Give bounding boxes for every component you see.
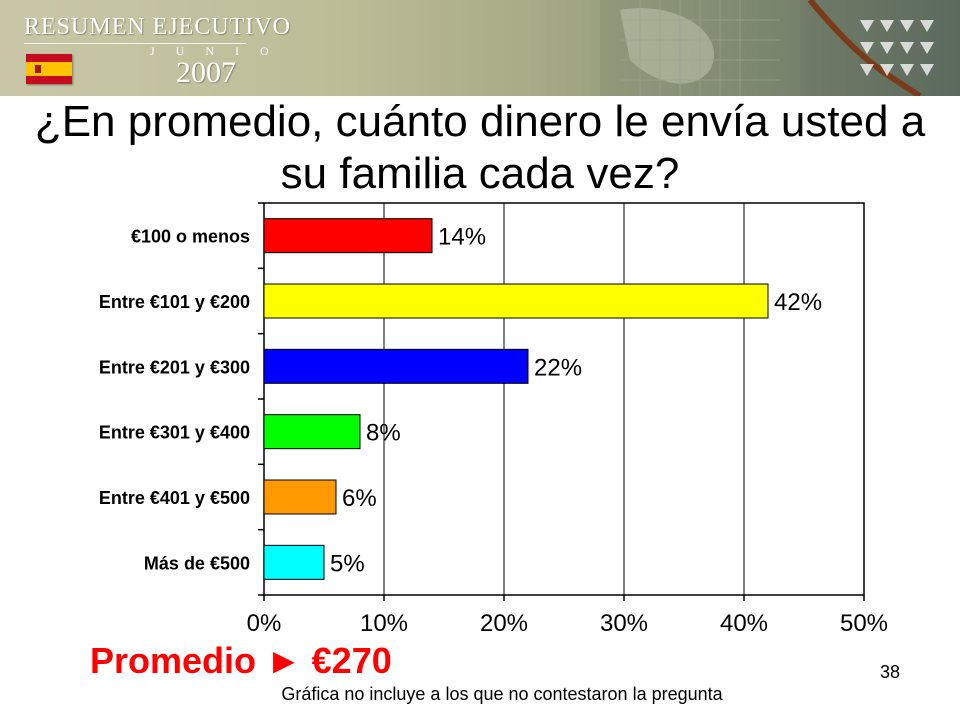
flag-stripe-middle: [26, 62, 72, 76]
bar-chart: 0% 10% 20% 30% 40% 50% €100 o menos 14% Entre €1…: [0, 190, 960, 650]
category-label: Entre €301 y €400: [99, 423, 250, 443]
category-label: Entre €401 y €500: [99, 488, 250, 508]
category-label: Más de €500: [144, 553, 250, 573]
report-title: RESUMEN EJECUTIVO: [24, 14, 291, 40]
header-banner: RESUMEN EJECUTIVO J U N I O 2007: [0, 0, 960, 96]
data-label: 22%: [534, 354, 582, 381]
bar: [263, 218, 433, 254]
world-map-decoration: [600, 0, 934, 96]
bar: [263, 479, 337, 515]
banner-divider: [24, 43, 246, 44]
chart-footnote: Gráfica no incluye a los que no contesta…: [281, 684, 723, 704]
data-label: 8%: [366, 420, 401, 447]
x-tick-label: 0%: [247, 610, 282, 637]
bar: [263, 348, 529, 384]
bar: [263, 544, 325, 580]
x-tick-label: 40%: [720, 610, 768, 637]
data-label: 6%: [342, 485, 377, 512]
data-label: 5%: [330, 550, 365, 577]
report-year: 2007: [176, 56, 236, 89]
category-label: Entre €101 y €200: [99, 292, 250, 312]
x-tick-label: 30%: [600, 610, 648, 637]
bar: [263, 283, 769, 319]
flag-emblem: [35, 65, 41, 73]
slide-title: ¿En promedio, cuánto dinero le envía ust…: [34, 97, 926, 198]
page-number: 38: [880, 662, 901, 682]
data-label: 42%: [774, 289, 822, 316]
plot-area: [263, 202, 865, 596]
category-label: €100 o menos: [131, 227, 250, 247]
data-label: 14%: [438, 224, 486, 251]
x-tick-label: 50%: [840, 610, 888, 637]
x-tick-label: 10%: [360, 610, 408, 637]
bar: [263, 414, 361, 450]
spain-flag-icon: [26, 54, 72, 84]
bar-chart-svg: 0% 10% 20% 30% 40% 50% €100 o menos 14% Entre €1…: [99, 202, 888, 637]
average-amount: Promedio ► €270: [90, 640, 392, 681]
flag-stripe-bottom: [26, 76, 72, 84]
x-tick-label: 20%: [480, 610, 528, 637]
category-label: Entre €201 y €300: [99, 357, 250, 377]
report-month: J U N I O: [150, 44, 278, 58]
flag-stripe-top: [26, 54, 72, 62]
